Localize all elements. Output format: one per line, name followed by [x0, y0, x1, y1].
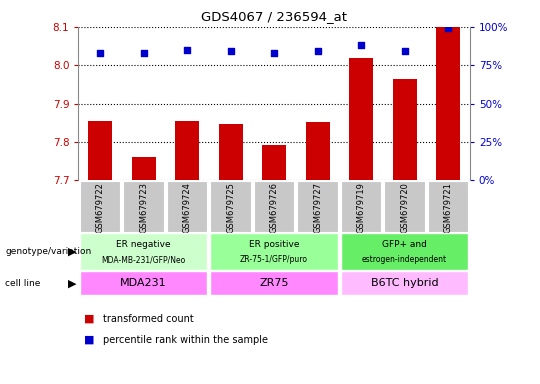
Bar [88, 121, 112, 180]
Bar [306, 122, 329, 180]
Bar [254, 181, 294, 232]
Text: ER negative: ER negative [116, 240, 171, 249]
Text: ■: ■ [84, 314, 94, 324]
Text: GSM679726: GSM679726 [269, 182, 279, 233]
Text: GSM679724: GSM679724 [183, 182, 192, 233]
Point [357, 42, 366, 48]
Bar [175, 121, 199, 180]
Text: GFP+ and: GFP+ and [382, 240, 427, 249]
Text: percentile rank within the sample: percentile rank within the sample [103, 335, 268, 345]
Bar [393, 79, 416, 180]
Text: GSM679719: GSM679719 [356, 182, 366, 233]
Text: GSM679721: GSM679721 [443, 182, 453, 233]
Bar [210, 181, 251, 232]
Text: ▶: ▶ [68, 247, 76, 257]
Text: GSM679722: GSM679722 [96, 182, 105, 233]
Bar [262, 145, 286, 180]
Point [400, 48, 409, 55]
Text: GSM679720: GSM679720 [400, 182, 409, 233]
Text: B6TC hybrid: B6TC hybrid [371, 278, 438, 288]
Text: ER positive: ER positive [249, 240, 299, 249]
Text: GSM679725: GSM679725 [226, 182, 235, 233]
Bar [341, 181, 381, 232]
Title: GDS4067 / 236594_at: GDS4067 / 236594_at [201, 10, 347, 23]
Text: ZR-75-1/GFP/puro: ZR-75-1/GFP/puro [240, 255, 308, 265]
Bar [79, 271, 207, 295]
Bar [341, 271, 469, 295]
Text: transformed count: transformed count [103, 314, 193, 324]
Bar [384, 181, 425, 232]
Point [226, 48, 235, 55]
Text: MDA-MB-231/GFP/Neo: MDA-MB-231/GFP/Neo [102, 255, 186, 265]
Bar [79, 233, 207, 270]
Bar [219, 124, 242, 180]
Point [444, 25, 453, 31]
Text: cell line: cell line [5, 279, 41, 288]
Bar [428, 181, 469, 232]
Text: ZR75: ZR75 [259, 278, 289, 288]
Bar [210, 271, 338, 295]
Text: GSM679727: GSM679727 [313, 182, 322, 233]
Text: estrogen-independent: estrogen-independent [362, 255, 447, 265]
Point [313, 48, 322, 55]
Text: genotype/variation: genotype/variation [5, 247, 92, 256]
Text: MDA231: MDA231 [120, 278, 167, 288]
Bar [349, 58, 373, 180]
Bar [123, 181, 164, 232]
Bar [210, 233, 338, 270]
Bar [341, 233, 469, 270]
Bar [436, 27, 460, 180]
Point [270, 50, 279, 56]
Bar [132, 157, 156, 180]
Bar [167, 181, 207, 232]
Text: ▶: ▶ [68, 278, 76, 288]
Point [183, 47, 191, 53]
Text: GSM679723: GSM679723 [139, 182, 148, 233]
Text: ■: ■ [84, 335, 94, 345]
Point [139, 50, 148, 56]
Bar [297, 181, 338, 232]
Bar [79, 181, 120, 232]
Point [96, 50, 104, 56]
